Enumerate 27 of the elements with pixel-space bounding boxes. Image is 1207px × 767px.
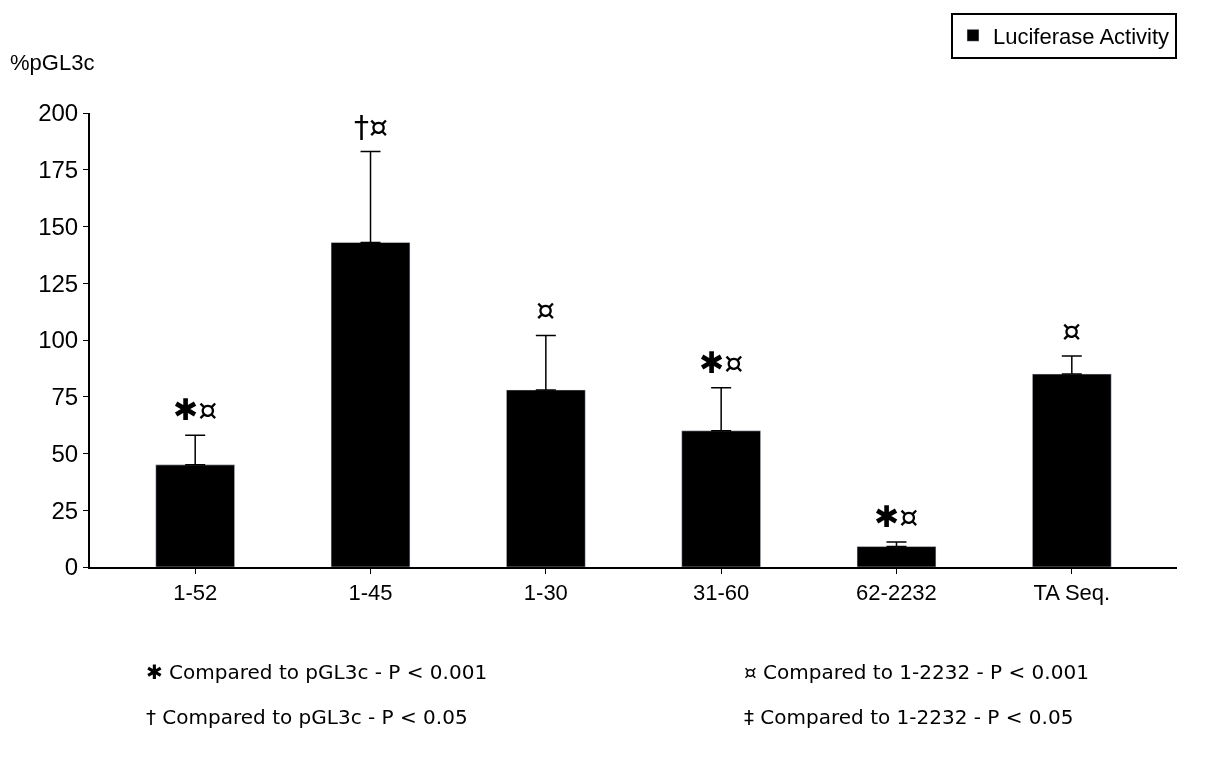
annotation: ¤	[536, 292, 556, 327]
x-tick-label: 1-52	[173, 580, 218, 606]
y-tick-label: 150	[38, 212, 79, 240]
text: ✱ Compared to pGL3c - P < 0.001	[146, 660, 488, 684]
annotation: ✱¤	[699, 345, 744, 380]
y-tick-label: 175	[38, 156, 79, 184]
y-tick-label: 50	[51, 439, 79, 467]
text: ‡ Compared to 1-2232 - P < 0.05	[744, 705, 1074, 729]
y-tick-label: 100	[38, 326, 79, 354]
legend-label: Luciferase Activity	[993, 23, 1170, 49]
x-tick-label: 62-2232	[856, 580, 937, 606]
annotation: ✱¤	[874, 499, 919, 534]
x-tick-label: 1-45	[348, 580, 393, 606]
annotation: ✱¤	[173, 392, 218, 427]
y-tick-label: 200	[38, 99, 79, 127]
text: † Compared to pGL3c - P < 0.05	[146, 705, 468, 729]
x-tick-label: TA Seq.	[1033, 580, 1111, 606]
text: ¤ Compared to 1-2232 - P < 0.001	[744, 660, 1089, 684]
x-tick-label: 31-60	[693, 580, 750, 606]
x-tick-label: 1-30	[523, 580, 568, 606]
y-tick-label: 0	[64, 553, 79, 581]
annotation: ¤	[1062, 313, 1082, 348]
annotation: †¤	[354, 109, 389, 144]
y-tick-label: 125	[38, 269, 79, 297]
y-axis-title: %pGL3c	[10, 50, 95, 75]
y-tick-label: 25	[51, 496, 79, 524]
y-tick-label: 75	[51, 383, 79, 411]
